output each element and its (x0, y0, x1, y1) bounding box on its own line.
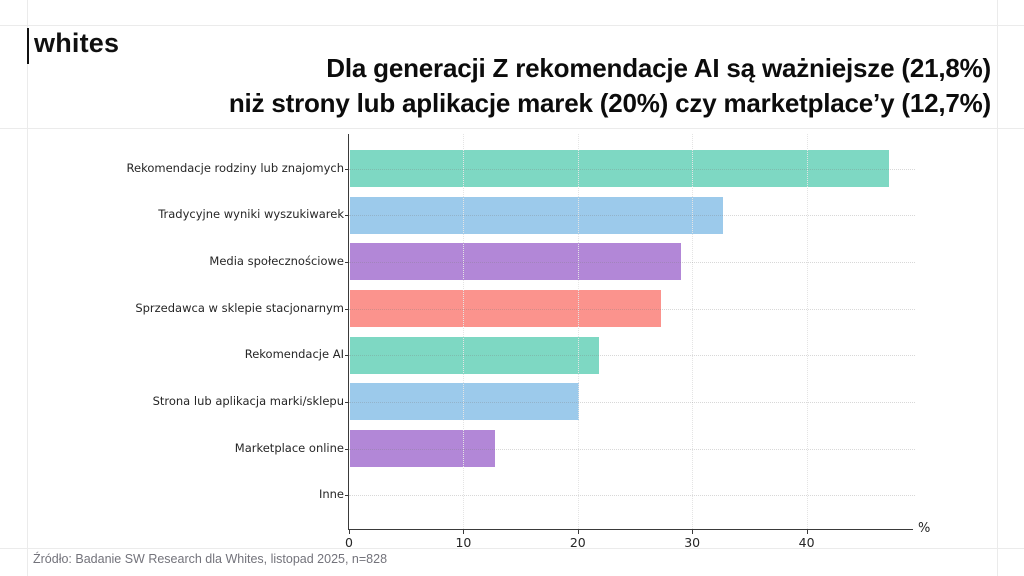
x-tick-label: 40 (798, 535, 815, 550)
bar (350, 150, 889, 187)
grid-line-vertical (692, 134, 694, 529)
x-tick-label: 20 (569, 535, 586, 550)
grid-line-vertical (806, 134, 808, 529)
bar (350, 290, 662, 327)
category-label: Tradycyjne wyniki wyszukiwarek (158, 207, 344, 222)
category-label: Rekomendacje AI (244, 347, 344, 362)
grid-line-horizontal (349, 448, 915, 450)
x-axis-tick (692, 530, 694, 534)
x-axis-line (348, 529, 913, 531)
design-gridline-left (27, 0, 28, 576)
design-gridline-right (997, 0, 998, 576)
y-axis-tick (345, 308, 349, 310)
logo-text: whites (34, 28, 120, 58)
y-axis-tick (345, 355, 349, 357)
chart-title-line2: niż strony lub aplikacje marek (20%) czy… (228, 88, 991, 118)
y-axis-tick (345, 261, 349, 263)
design-gridline-top (0, 25, 1024, 26)
grid-line-horizontal (349, 401, 915, 403)
y-axis-tick (345, 215, 349, 217)
design-gridline-above-footer (0, 548, 1024, 549)
grid-line-horizontal (349, 261, 915, 263)
x-axis-tick (349, 530, 350, 534)
y-axis-tick (345, 495, 349, 497)
x-axis-tick (463, 530, 465, 534)
source-note: Źródło: Badanie SW Research dla Whites, … (33, 552, 388, 566)
design-gridline-under-header (0, 128, 1024, 129)
category-label: Strona lub aplikacja marki/sklepu (152, 393, 344, 408)
bar (350, 336, 600, 374)
chart-title-line1: Dla generacji Z rekomendacje AI są ważni… (326, 53, 991, 83)
x-tick-label: 30 (684, 535, 701, 550)
grid-line-horizontal (349, 215, 915, 217)
grid-line-horizontal (349, 308, 915, 310)
grid-line-horizontal (349, 168, 915, 170)
grid-line-horizontal (349, 495, 915, 497)
category-label: Inne (318, 487, 344, 502)
bar (350, 243, 681, 281)
x-axis-tick (806, 530, 808, 534)
chart-title: Dla generacji Z rekomendacje AI są ważni… (120, 51, 991, 121)
grid-line-vertical (463, 134, 465, 529)
y-axis-tick (345, 401, 349, 403)
category-label: Rekomendacje rodziny lub znajomych (126, 160, 344, 175)
bar (350, 196, 723, 234)
category-label: Media społecznościowe (209, 253, 344, 268)
bar (350, 383, 579, 421)
category-label: Marketplace online (234, 440, 344, 455)
category-label: Sprzedawca w sklepie stacjonarnym (135, 300, 344, 315)
y-axis-tick (345, 448, 349, 450)
x-tick-label: 10 (455, 535, 472, 550)
bar (350, 430, 496, 468)
y-axis-tick (345, 168, 349, 170)
y-axis-line (348, 134, 350, 530)
x-axis-tick (577, 530, 579, 534)
logo-bar (27, 28, 29, 64)
grid-line-horizontal (349, 355, 915, 357)
grid-line-vertical (577, 134, 579, 529)
x-axis-unit-label: % (918, 521, 931, 536)
x-tick-label: 0 (345, 535, 353, 550)
